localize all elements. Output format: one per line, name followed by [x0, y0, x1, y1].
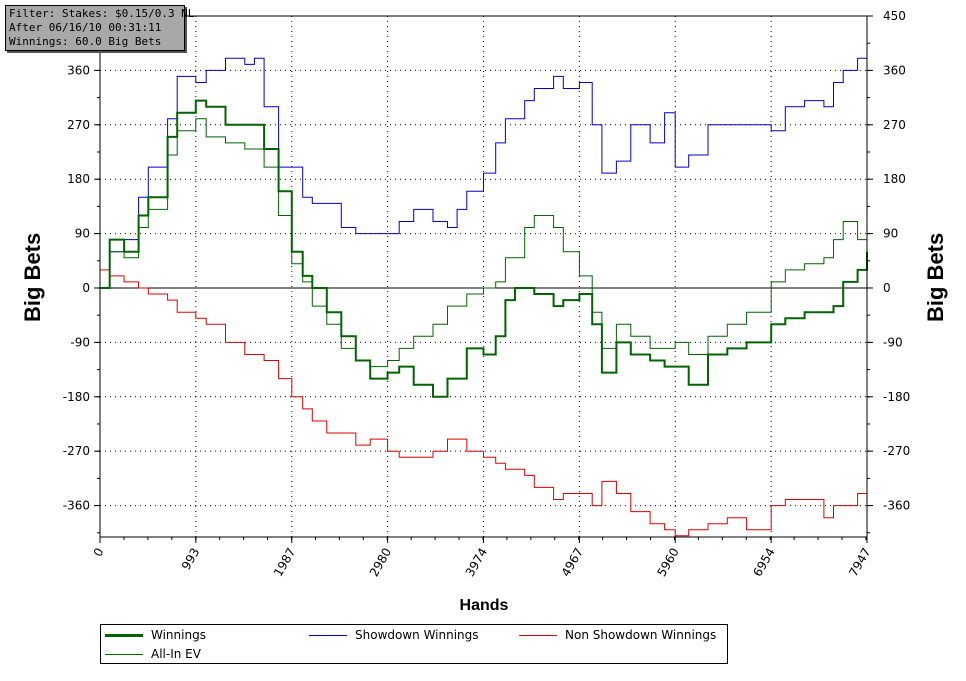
y-tick-label-right: 180 — [883, 172, 906, 186]
y-tick-label-right: -360 — [883, 499, 910, 513]
series-line-non-showdown — [100, 269, 868, 537]
grid-lines — [100, 16, 867, 537]
filter-line: Filter: Stakes: $0.15/0.3 NL — [9, 7, 195, 20]
legend-item-showdown: Showdown Winnings — [309, 627, 479, 643]
x-tick-label: 5960 — [654, 546, 681, 579]
axes: 360 270 180 90 0 -90 -180 -270 -360 450 360 270 180 9… — [63, 9, 910, 579]
y-tick-label-left: 0 — [82, 281, 90, 295]
x-axis-label: Hands — [460, 597, 509, 614]
y-tick-label-left: 360 — [67, 63, 90, 77]
legend-item-non-showdown: Non Showdown Winnings — [519, 627, 716, 643]
legend-swatch-winnings — [105, 633, 143, 637]
y-tick-label-left: -360 — [63, 499, 90, 513]
y-tick-label-right: -90 — [883, 335, 903, 349]
y-tick-label-right: 360 — [883, 63, 906, 77]
series-line-winnings — [100, 99, 868, 398]
date-line: After 06/16/10 00:31:11 — [9, 21, 162, 34]
y-tick-label-right: 270 — [883, 118, 906, 132]
y-tick-label-left: -90 — [70, 335, 90, 349]
y-tick-label-left: 270 — [67, 118, 90, 132]
y-tick-label-right: -180 — [883, 390, 910, 404]
x-tick-label: 0 — [91, 546, 107, 560]
y-axis-label-right: Big Bets — [923, 233, 948, 322]
legend-label-allin-ev: All-In EV — [151, 647, 201, 661]
filter-box: Filter: Stakes: $0.15/0.3 NL After 06/16… — [5, 5, 195, 51]
legend: Winnings Showdown Winnings Non Showdown … — [100, 624, 728, 664]
series-line-allin-ev — [100, 118, 868, 368]
x-tick-label: 7947 — [846, 546, 873, 579]
y-tick-label-right: 450 — [883, 9, 906, 23]
y-tick-label-left: -180 — [63, 390, 90, 404]
x-tick-label: 1987 — [271, 546, 298, 579]
y-tick-label-right: 90 — [883, 227, 898, 241]
x-tick-label: 2980 — [367, 546, 394, 579]
legend-swatch-allin-ev — [105, 653, 143, 655]
legend-swatch-showdown — [309, 634, 347, 636]
y-axis-label-left: Big Bets — [20, 233, 45, 322]
x-tick-label: 4967 — [559, 546, 586, 579]
y-tick-label-left: -270 — [63, 444, 90, 458]
y-tick-label-right: 0 — [883, 281, 891, 295]
series-layer — [100, 16, 868, 537]
legend-item-allin-ev: All-In EV — [105, 646, 201, 662]
winnings-line: Winnings: 60.0 Big Bets — [9, 35, 162, 48]
y-tick-label-left: 90 — [75, 227, 90, 241]
x-tick-label: 3974 — [463, 546, 490, 579]
legend-swatch-non-showdown — [519, 634, 557, 636]
x-tick-label: 6954 — [750, 546, 777, 579]
y-tick-label-right: -270 — [883, 444, 910, 458]
y-tick-label-left: 180 — [67, 172, 90, 186]
x-tick-label: 993 — [179, 546, 203, 573]
legend-label-winnings: Winnings — [151, 628, 206, 642]
legend-item-winnings: Winnings — [105, 627, 206, 643]
legend-label-non-showdown: Non Showdown Winnings — [565, 628, 717, 642]
series-line-showdown — [100, 16, 868, 289]
legend-label-showdown: Showdown Winnings — [355, 628, 479, 642]
